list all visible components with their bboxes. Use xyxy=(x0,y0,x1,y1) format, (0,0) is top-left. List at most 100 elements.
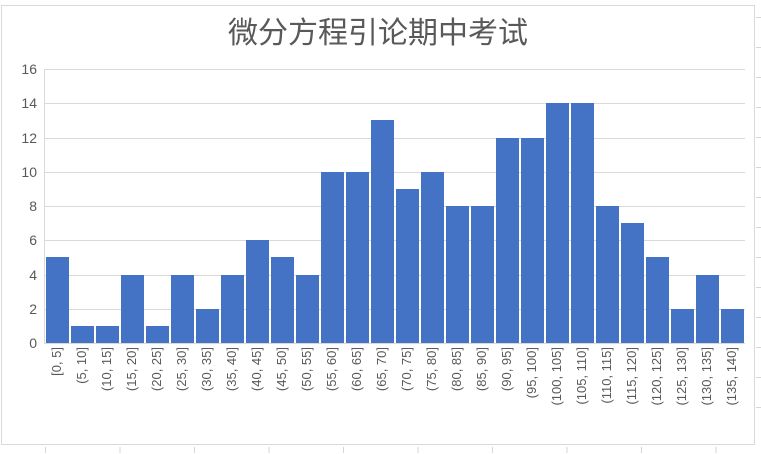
bar-(25, 30][interactable] xyxy=(171,274,194,343)
x-tick-label: (20, 25] xyxy=(148,347,164,392)
bar-slot xyxy=(370,69,395,343)
gridline-y-14 xyxy=(45,103,745,104)
y-axis: 0 2 4 6 8 10 12 14 16 xyxy=(2,61,37,351)
bar-slot xyxy=(295,69,320,343)
x-tick-slot: (30, 35] xyxy=(194,347,219,443)
bar-slot xyxy=(470,69,495,343)
bar-slot xyxy=(320,69,345,343)
bar-(85, 90][interactable] xyxy=(471,206,494,343)
bar-slot xyxy=(345,69,370,343)
y-tick-label: 16 xyxy=(21,61,37,77)
bar-(115, 120][interactable] xyxy=(621,223,644,343)
bar-(125, 130][interactable] xyxy=(671,308,694,343)
x-tick-slot: (35, 40] xyxy=(219,347,244,443)
bar-slot xyxy=(620,69,645,343)
bar-slot xyxy=(145,69,170,343)
x-tick-slot: (15, 20] xyxy=(119,347,144,443)
x-tick-slot: (80, 85] xyxy=(444,347,469,443)
x-tick-label: (55, 60] xyxy=(323,347,339,392)
bar-(5, 10][interactable] xyxy=(71,325,94,343)
x-tick-label: (80, 85] xyxy=(448,347,464,392)
x-tick-slot: (20, 25] xyxy=(144,347,169,443)
bar-(75, 80][interactable] xyxy=(421,171,444,343)
x-tick-slot: (45, 50] xyxy=(269,347,294,443)
bar-slot xyxy=(270,69,295,343)
x-tick-slot: (70, 75] xyxy=(394,347,419,443)
y-tick-label: 4 xyxy=(29,267,37,283)
worksheet-gridlines-bottom xyxy=(45,447,745,453)
bar-(100, 105][interactable] xyxy=(546,103,569,343)
chart-frame[interactable]: 微分方程引论期中考试 0 2 4 6 8 10 12 14 16 [0, 5] (5, 10] (1… xyxy=(1,5,755,445)
x-tick-label: (120, 125] xyxy=(648,347,664,406)
x-tick-label: (15, 20] xyxy=(123,347,139,392)
x-tick-label: (110, 115] xyxy=(598,347,614,404)
gridline-y-2 xyxy=(45,309,745,310)
bar-slot xyxy=(170,69,195,343)
bar-slot xyxy=(70,69,95,343)
bar-(90, 95][interactable] xyxy=(496,137,519,343)
y-tick-label: 0 xyxy=(29,335,37,351)
bar-(55, 60][interactable] xyxy=(321,171,344,343)
bar-(120, 125][interactable] xyxy=(646,257,669,343)
bar-(65, 70][interactable] xyxy=(371,120,394,343)
x-tick-slot: (135, 140] xyxy=(719,347,744,443)
bar-slot xyxy=(595,69,620,343)
x-tick-slot: (50, 55] xyxy=(294,347,319,443)
bar-slot xyxy=(645,69,670,343)
x-tick-slot: (120, 125] xyxy=(644,347,669,443)
x-tick-slot: (65, 70] xyxy=(369,347,394,443)
x-tick-label: (35, 40] xyxy=(223,347,239,392)
gridline-y-16 xyxy=(45,69,745,70)
gridline-y-6 xyxy=(45,240,745,241)
x-tick-slot: (5, 10] xyxy=(69,347,94,443)
bar-slot xyxy=(45,69,70,343)
bar-slot xyxy=(670,69,695,343)
gridline-y-10 xyxy=(45,172,745,173)
bar-(15, 20][interactable] xyxy=(121,274,144,343)
y-tick-label: 12 xyxy=(21,130,37,146)
chart-title[interactable]: 微分方程引论期中考试 xyxy=(228,17,528,50)
bar-(80, 85][interactable] xyxy=(446,206,469,343)
x-tick-label: (115, 120] xyxy=(623,347,639,405)
bars-container xyxy=(45,69,745,343)
bar-(50, 55][interactable] xyxy=(296,274,319,343)
x-tick-slot: [0, 5] xyxy=(44,347,69,443)
y-tick-label: 14 xyxy=(21,95,37,111)
x-tick-label: (40, 45] xyxy=(248,347,264,392)
bar-(130, 135][interactable] xyxy=(696,274,719,343)
bar-slot xyxy=(495,69,520,343)
bar-slot xyxy=(695,69,720,343)
bar-(20, 25][interactable] xyxy=(146,325,169,343)
bar-(30, 35][interactable] xyxy=(196,308,219,343)
x-tick-slot: (90, 95] xyxy=(494,347,519,443)
x-tick-slot: (60, 65] xyxy=(344,347,369,443)
bar-slot xyxy=(570,69,595,343)
bar-(105, 110][interactable] xyxy=(571,103,594,343)
bar-slot xyxy=(420,69,445,343)
bar-(110, 115][interactable] xyxy=(596,206,619,343)
x-tick-label: (5, 10] xyxy=(73,347,89,384)
x-tick-slot: (100, 105] xyxy=(544,347,569,443)
y-tick-label: 10 xyxy=(21,164,37,180)
bar-slot xyxy=(545,69,570,343)
bar-(35, 40][interactable] xyxy=(221,274,244,343)
x-tick-slot: (110, 115] xyxy=(594,347,619,443)
bar-(95, 100][interactable] xyxy=(521,137,544,343)
bar-(135, 140][interactable] xyxy=(721,308,744,343)
x-tick-slot: (25, 30] xyxy=(169,347,194,443)
x-tick-slot: (130, 135] xyxy=(694,347,719,443)
x-tick-label: (90, 95] xyxy=(498,347,514,392)
bar-(70, 75][interactable] xyxy=(396,188,419,343)
x-tick-label: (75, 80] xyxy=(423,347,439,392)
x-tick-label: (130, 135] xyxy=(698,347,714,406)
bar-(40, 45][interactable] xyxy=(246,240,269,343)
gridline-y-8 xyxy=(45,206,745,207)
bar-slot xyxy=(120,69,145,343)
bar-[0, 5][interactable] xyxy=(46,257,69,343)
x-tick-slot: (115, 120] xyxy=(619,347,644,443)
bar-(45, 50][interactable] xyxy=(271,257,294,343)
bar-(60, 65][interactable] xyxy=(346,171,369,343)
bar-slot xyxy=(720,69,745,343)
bar-(10, 15][interactable] xyxy=(96,325,119,343)
